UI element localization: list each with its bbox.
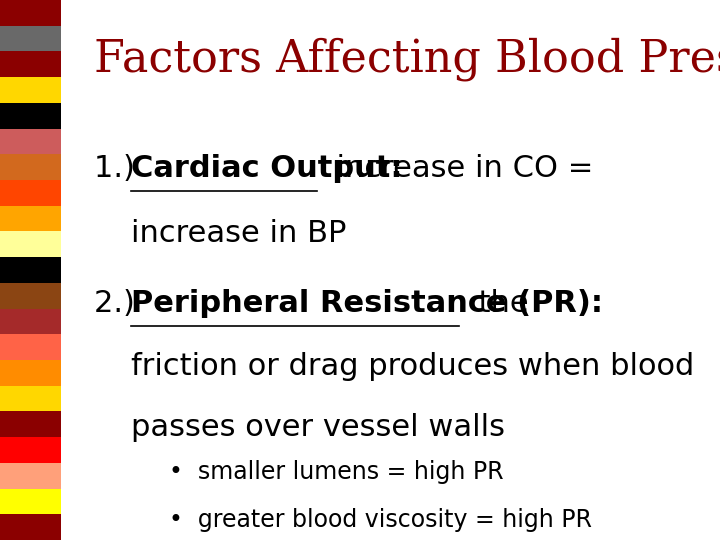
Bar	[0, 360, 61, 386]
Text: Factors Affecting Blood Pressure: Factors Affecting Blood Pressure	[94, 38, 720, 82]
Text: 1.): 1.)	[94, 154, 144, 183]
Bar	[0, 51, 61, 77]
Text: increase in CO =: increase in CO =	[317, 154, 593, 183]
Text: •  smaller lumens = high PR: • smaller lumens = high PR	[169, 460, 504, 484]
Bar	[0, 411, 61, 437]
Bar	[0, 463, 61, 489]
Bar	[0, 386, 61, 411]
Bar	[0, 26, 61, 51]
Bar	[0, 180, 61, 206]
Text: 2.): 2.)	[94, 289, 144, 318]
Bar	[0, 334, 61, 360]
Bar	[0, 0, 61, 26]
Text: •  greater blood viscosity = high PR: • greater blood viscosity = high PR	[169, 508, 593, 531]
Bar	[0, 232, 61, 257]
Bar	[0, 129, 61, 154]
Text: the: the	[459, 289, 528, 318]
Text: passes over vessel walls: passes over vessel walls	[131, 413, 505, 442]
Bar	[0, 489, 61, 514]
Text: Cardiac Output:: Cardiac Output:	[131, 154, 402, 183]
Text: friction or drag produces when blood: friction or drag produces when blood	[131, 352, 694, 381]
Bar	[0, 514, 61, 540]
Bar	[0, 154, 61, 180]
Bar	[0, 206, 61, 232]
Bar	[0, 103, 61, 129]
Text: Peripheral Resistance (PR):: Peripheral Resistance (PR):	[131, 289, 603, 318]
Bar	[0, 308, 61, 334]
Bar	[0, 283, 61, 308]
Bar	[0, 437, 61, 463]
Bar	[0, 257, 61, 283]
Bar	[0, 77, 61, 103]
Text: increase in BP: increase in BP	[131, 219, 346, 248]
